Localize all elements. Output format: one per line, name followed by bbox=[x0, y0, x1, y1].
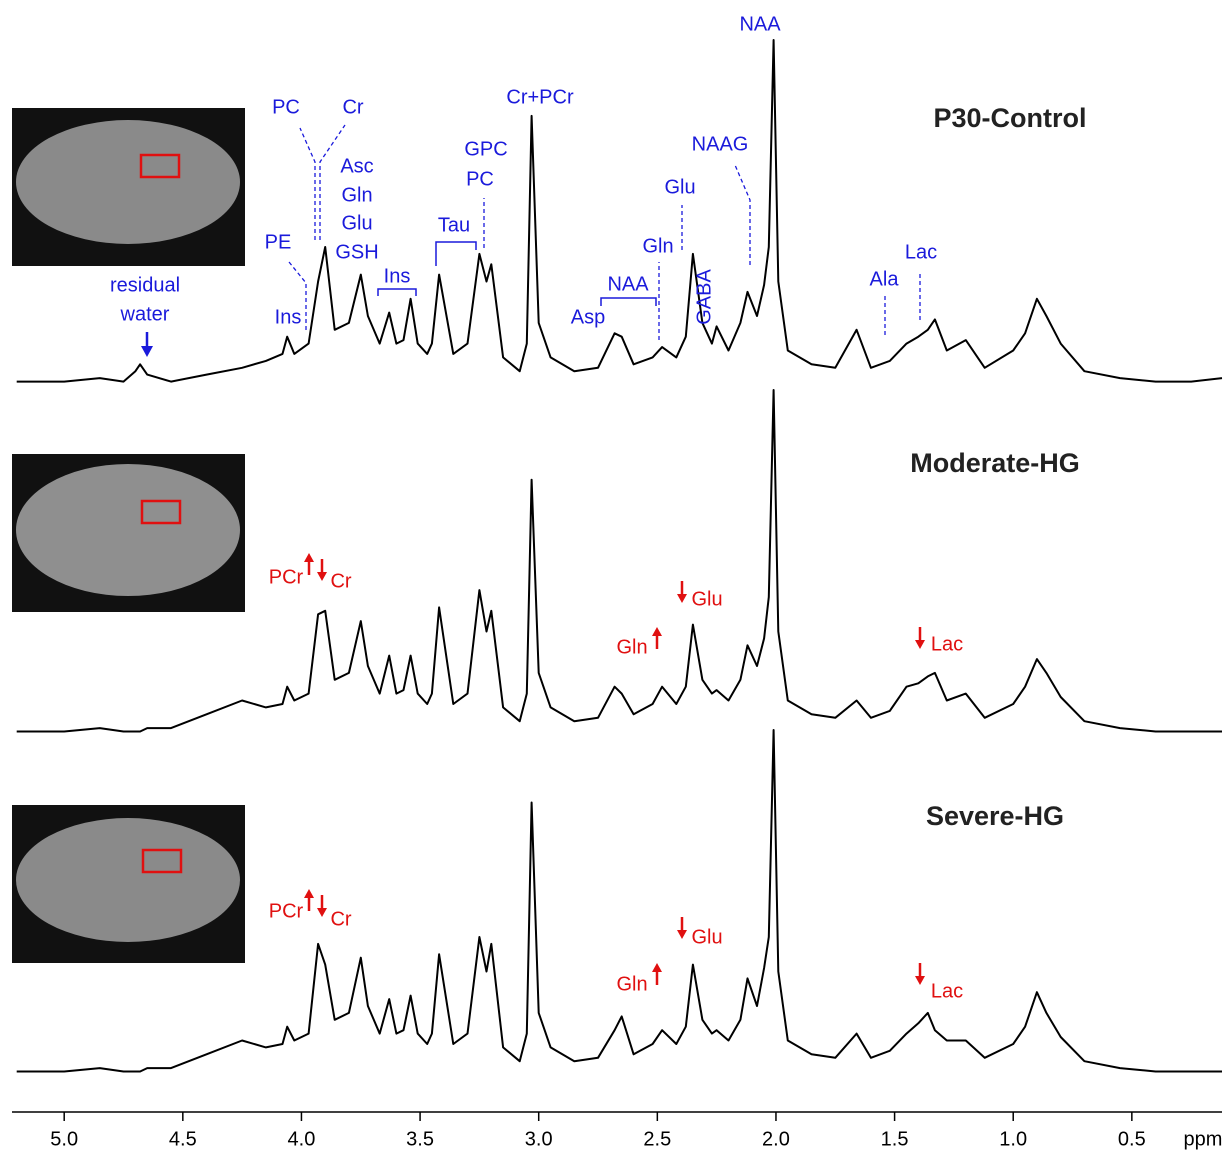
change-arrows bbox=[304, 553, 925, 985]
peak-label: Asp bbox=[571, 306, 605, 328]
spectrum bbox=[16, 729, 1222, 1073]
spectrum bbox=[16, 39, 1223, 383]
x-tick-label: 4.0 bbox=[288, 1128, 316, 1150]
change-arrow-head bbox=[677, 594, 687, 603]
brain bbox=[16, 464, 240, 596]
arrow-head bbox=[141, 346, 153, 357]
peak-label: Lac bbox=[931, 980, 963, 1002]
x-tick-label: 2.5 bbox=[643, 1128, 671, 1150]
peak-label: Glu bbox=[664, 176, 695, 198]
dashed-line bbox=[319, 124, 346, 240]
voxel-box bbox=[140, 499, 182, 525]
change-arrow-head bbox=[304, 889, 314, 898]
dashed-line bbox=[288, 261, 307, 330]
bracket bbox=[377, 288, 417, 296]
change-arrow-head bbox=[317, 908, 327, 917]
change-arrow-head bbox=[915, 640, 925, 649]
voxel-box bbox=[139, 153, 181, 179]
peak-label: PC bbox=[466, 168, 494, 190]
mri-images bbox=[12, 108, 245, 963]
peak-label: Ala bbox=[870, 268, 900, 290]
peak-label: PCr bbox=[269, 566, 304, 588]
peak-label: Ins bbox=[384, 265, 411, 287]
peak-label: Lac bbox=[931, 633, 963, 655]
peak-label: Cr+PCr bbox=[506, 86, 574, 108]
peak-label: Lac bbox=[905, 241, 937, 263]
peak-label: Cr bbox=[342, 96, 363, 118]
peak-label: Glu bbox=[341, 212, 372, 234]
peak-label: PC bbox=[272, 96, 300, 118]
peak-label: Glu bbox=[691, 588, 722, 610]
spectrum bbox=[16, 389, 1222, 733]
peak-label: Cr bbox=[330, 908, 351, 930]
x-tick-label: 1.5 bbox=[881, 1128, 909, 1150]
peak-label: residual bbox=[110, 274, 180, 296]
voxel-box bbox=[141, 848, 183, 874]
change-arrow-head bbox=[915, 976, 925, 985]
x-tick-label: 5.0 bbox=[50, 1128, 78, 1150]
peak-label: Tau bbox=[438, 214, 470, 236]
change-arrow-head bbox=[317, 572, 327, 581]
peak-label: Gln bbox=[341, 184, 372, 206]
x-tick-label: 1.0 bbox=[999, 1128, 1027, 1150]
peak-label: Gln bbox=[642, 235, 673, 257]
peak-label: Glu bbox=[691, 926, 722, 948]
peak-label: Gln bbox=[616, 636, 647, 658]
series-name: Severe-HG bbox=[926, 801, 1064, 831]
dashed-line bbox=[734, 164, 751, 265]
peak-label: Asc bbox=[340, 155, 373, 177]
peak-label: NAA bbox=[739, 13, 781, 35]
peak-label: PE bbox=[265, 231, 292, 253]
assignment-lines bbox=[141, 124, 921, 357]
bracket bbox=[600, 297, 657, 306]
peak-label: water bbox=[120, 303, 170, 325]
peak-label: Ins bbox=[275, 306, 302, 328]
peak-label: PCr bbox=[269, 900, 304, 922]
x-tick-label: 3.5 bbox=[406, 1128, 434, 1150]
peak-label: GSH bbox=[335, 241, 378, 263]
series-name: P30-Control bbox=[933, 103, 1086, 133]
brain bbox=[16, 120, 240, 244]
x-tick-label: 2.0 bbox=[762, 1128, 790, 1150]
peak-label: Cr bbox=[330, 570, 351, 592]
peak-label: Gln bbox=[616, 973, 647, 995]
peak-label: NAAG bbox=[692, 133, 749, 155]
change-arrow-head bbox=[652, 963, 662, 972]
bracket bbox=[435, 241, 477, 266]
x-axis-label: ppm bbox=[1184, 1128, 1223, 1150]
change-arrow-head bbox=[677, 930, 687, 939]
peak-label: NAA bbox=[607, 273, 649, 295]
x-tick-label: 3.0 bbox=[525, 1128, 553, 1150]
dashed-line bbox=[299, 127, 316, 240]
x-tick-label: 0.5 bbox=[1118, 1128, 1146, 1150]
x-tick-label: 4.5 bbox=[169, 1128, 197, 1150]
brain bbox=[16, 818, 240, 942]
change-arrow-head bbox=[652, 627, 662, 636]
change-arrow-head bbox=[304, 553, 314, 562]
series-name: Moderate-HG bbox=[910, 448, 1080, 478]
peak-label: GABA bbox=[693, 269, 715, 325]
peak-label: GPC bbox=[464, 138, 507, 160]
